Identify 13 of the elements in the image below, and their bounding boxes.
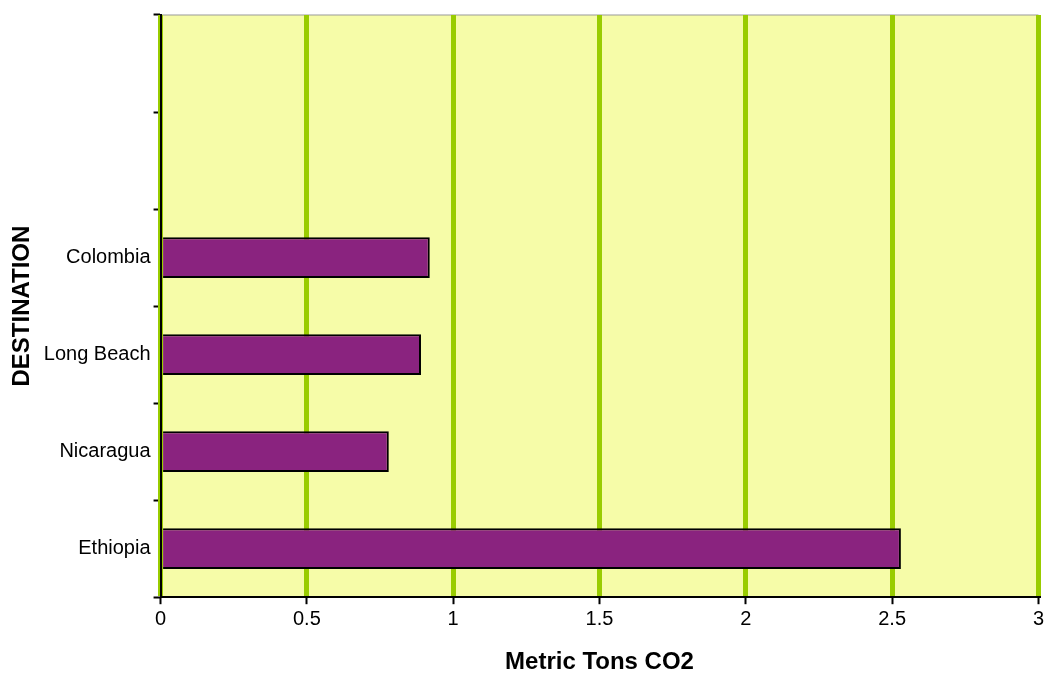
y-axis-title: DESTINATION (7, 225, 35, 387)
x-tick-label: 1 (447, 606, 459, 629)
x-axis-title: Metric Tons CO2 (505, 647, 694, 675)
y-tick-label: Ethiopia (78, 536, 152, 559)
y-tick-label: Nicaragua (59, 439, 152, 462)
x-tick-label: 2.5 (878, 606, 907, 629)
x-tick-label: 0.5 (292, 606, 321, 629)
x-tick-label: 2 (740, 606, 752, 629)
x-tick-label: 3 (1032, 606, 1044, 629)
y-tick-label: Colombia (66, 245, 152, 268)
x-tick-label: 0 (155, 606, 167, 629)
y-tick-label: Long Beach (43, 342, 151, 365)
x-tick-label: 1.5 (585, 606, 614, 629)
